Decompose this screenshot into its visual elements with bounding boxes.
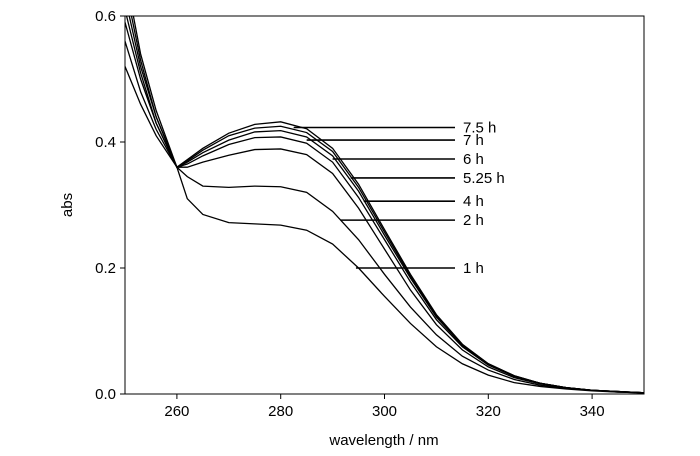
series-label-5: 7 h [463,132,484,149]
series-line-4 [128,16,644,394]
series-line-6 [132,16,644,394]
series-lines [125,16,644,394]
series-line-1 [125,41,644,394]
series-labels: 1 h 2 h 4 h 5.25 h 6 h 7 h7.5 h [463,120,505,277]
x-axis-label: wavelength / nm [328,432,438,449]
x-axis-ticks: 260 280 300 320 340 [164,394,605,420]
y-tick-label: 0.0 [95,386,116,403]
x-tick-label: 300 [372,403,397,420]
plot-frame [124,15,645,395]
series-label-2: 4 h [463,193,484,210]
series-line-2 [125,22,644,394]
x-tick-label: 340 [580,403,605,420]
x-tick-label: 260 [164,403,189,420]
series-line-5 [130,16,644,394]
label-leader-lines [293,126,455,269]
series-label-0: 1 h [463,260,484,277]
x-tick-label: 280 [268,403,293,420]
y-axis-label: abs [59,193,76,217]
y-axis-ticks: 0.0 0.2 0.4 0.6 [95,8,125,403]
y-tick-label: 0.4 [95,134,116,151]
x-tick-label: 320 [476,403,501,420]
series-label-6: 7.5 h [463,120,496,137]
series-label-1: 2 h [463,212,484,229]
series-label-4: 6 h [463,151,484,168]
series-label-3: 5.25 h [463,170,505,187]
y-tick-label: 0.6 [95,8,116,25]
y-tick-label: 0.2 [95,260,116,277]
